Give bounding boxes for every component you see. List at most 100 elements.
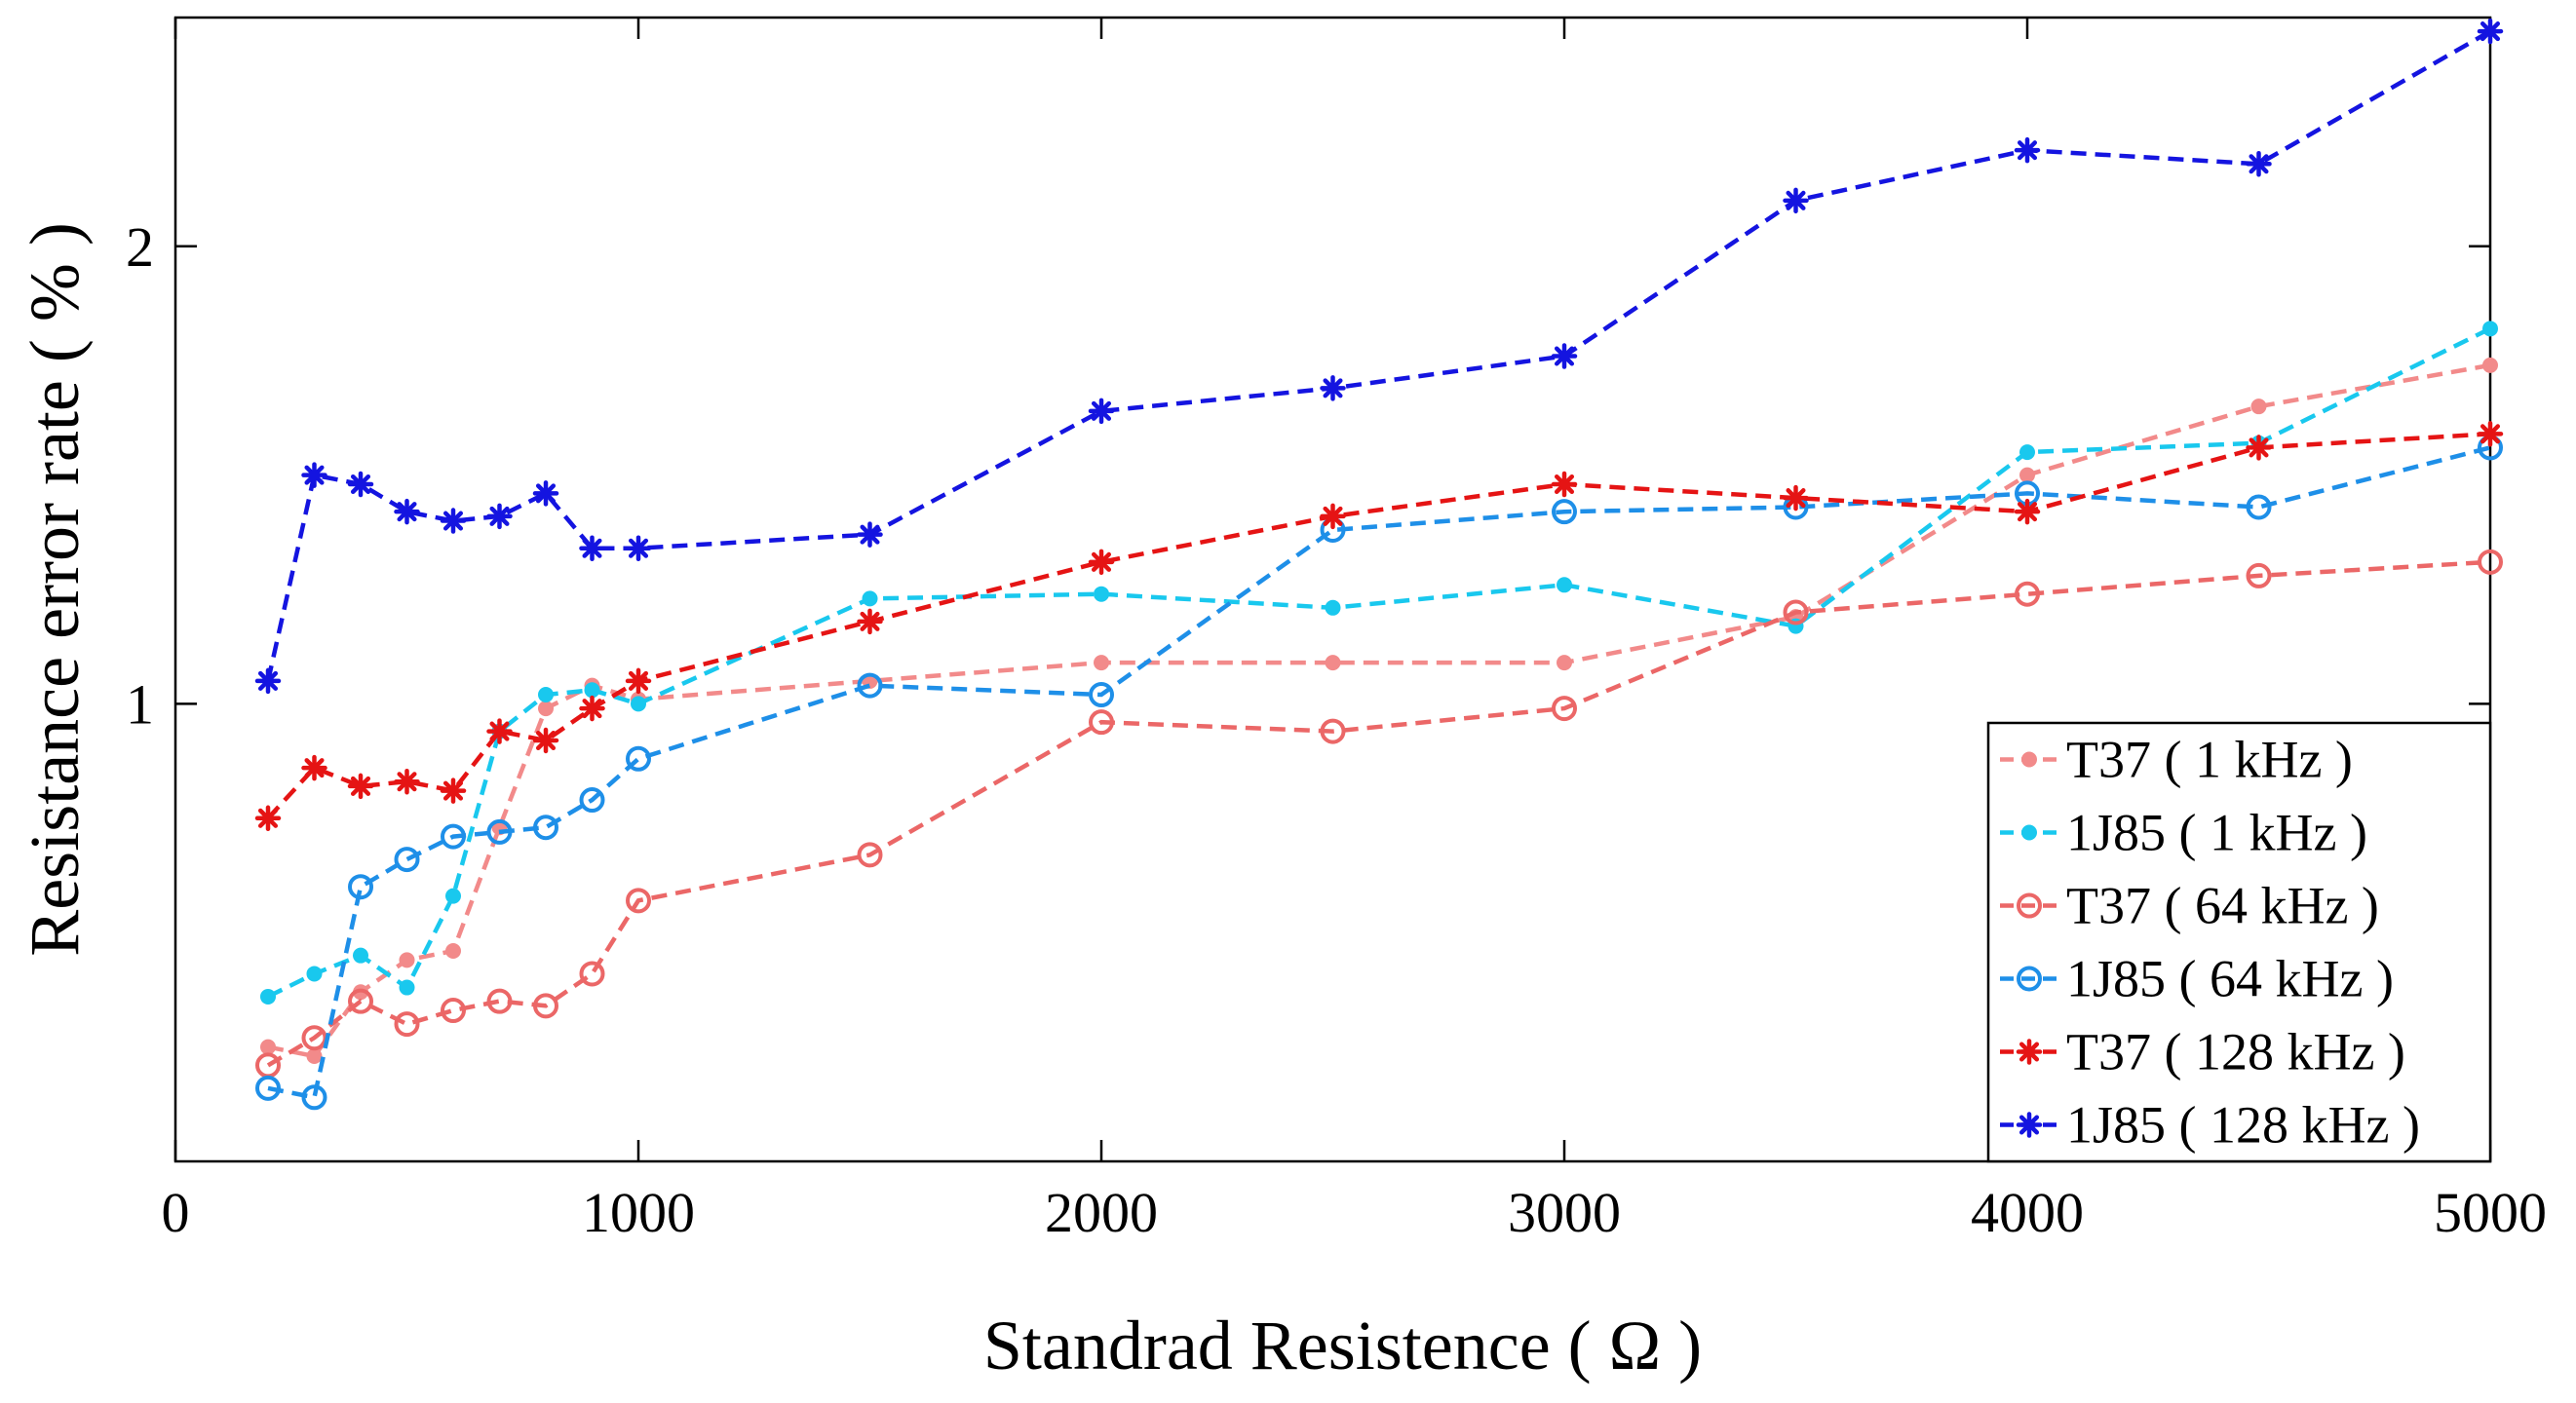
legend-label: 1J85 ( 64 kHz ) <box>2066 950 2394 1008</box>
data-point <box>347 471 374 498</box>
data-point <box>254 667 282 695</box>
data-point <box>857 842 883 868</box>
data-point <box>301 1025 327 1051</box>
legend-entry: 1J85 ( 1 kHz ) <box>2000 804 2367 862</box>
x-tick-label: 5000 <box>2434 1181 2547 1244</box>
data-point <box>579 787 605 814</box>
data-point <box>2477 18 2504 45</box>
data-point <box>1552 499 1577 525</box>
data-point <box>260 988 276 1005</box>
data-point <box>394 498 420 525</box>
data-point <box>394 847 420 873</box>
data-point <box>626 745 651 772</box>
series-line <box>267 445 2491 1100</box>
data-point <box>1783 599 1809 626</box>
x-tick-label: 1000 <box>582 1181 695 1244</box>
legend-label: T37 ( 1 kHz ) <box>2066 731 2353 789</box>
data-point <box>486 503 513 530</box>
data-point <box>631 696 646 712</box>
data-point <box>626 888 651 914</box>
legend: T37 ( 1 kHz ) 1J85 ( 1 kHz ) T37 ( 64 kHz … <box>1986 721 2492 1163</box>
data-point <box>857 521 883 548</box>
data-point <box>1325 655 1341 671</box>
legend-entry: T37 ( 128 kHz ) <box>2000 1023 2405 1081</box>
data-point <box>862 590 878 607</box>
data-point <box>1320 503 1346 530</box>
data-point <box>2014 136 2041 164</box>
data-point <box>538 701 554 717</box>
legend-entry: 1J85 ( 64 kHz ) <box>2000 950 2394 1008</box>
data-point <box>440 777 467 804</box>
data-point <box>486 818 513 845</box>
series-6 <box>254 18 2504 695</box>
data-point <box>441 823 466 850</box>
data-point <box>301 1084 327 1111</box>
y-tick-label: 2 <box>126 215 154 279</box>
data-point <box>306 966 323 982</box>
data-point <box>441 998 466 1024</box>
data-point <box>394 768 420 795</box>
series-2 <box>260 321 2498 1005</box>
series-line <box>266 559 2491 1068</box>
legend-entry: T37 ( 1 kHz ) <box>2000 731 2353 789</box>
series-3 <box>255 549 2503 1079</box>
data-point <box>1557 655 1572 671</box>
data-point <box>579 535 605 561</box>
data-point <box>254 805 282 832</box>
data-point <box>486 718 513 744</box>
legend-label: T37 ( 64 kHz ) <box>2066 877 2379 935</box>
x-tick-label: 2000 <box>1045 1181 1158 1244</box>
data-point <box>1783 187 1809 214</box>
data-point <box>2478 549 2503 575</box>
data-point <box>301 754 327 781</box>
data-point <box>2246 435 2272 461</box>
data-point <box>1088 549 1115 576</box>
data-point <box>533 815 558 841</box>
legend-box <box>1986 721 2492 1163</box>
data-point <box>399 979 415 996</box>
legend-entry: 1J85 ( 128 kHz ) <box>2000 1096 2420 1155</box>
data-point <box>1552 696 1577 722</box>
data-point <box>348 988 373 1014</box>
data-point <box>1088 398 1115 425</box>
data-point <box>1320 375 1346 401</box>
data-point <box>857 608 883 635</box>
data-point <box>1094 655 1109 671</box>
data-point <box>353 947 368 964</box>
data-point <box>2246 151 2272 177</box>
data-point <box>1089 682 1114 708</box>
data-point <box>255 1075 281 1101</box>
data-point <box>579 961 605 987</box>
series-5 <box>254 421 2504 832</box>
data-point <box>625 535 652 561</box>
data-point <box>486 988 513 1014</box>
data-point <box>2246 494 2272 520</box>
data-point <box>2019 444 2035 461</box>
data-point <box>2250 398 2267 415</box>
legend-swatch-marker <box>2017 892 2042 919</box>
data-point <box>2014 498 2041 525</box>
legend-swatch-marker <box>2016 1112 2043 1138</box>
data-point <box>532 480 559 507</box>
axes: 0 1000 2000 3000 4000 5000 1 2 Standrad Resisten… <box>16 16 2547 1384</box>
data-point <box>2019 467 2035 483</box>
x-tick-label: 0 <box>162 1181 190 1244</box>
data-point <box>347 773 374 800</box>
data-point <box>584 682 600 699</box>
legend-swatch-marker <box>2021 824 2037 841</box>
x-tick-label: 4000 <box>1971 1181 2084 1244</box>
legend-label: 1J85 ( 1 kHz ) <box>2066 804 2367 862</box>
series-group <box>254 18 2504 1111</box>
data-point <box>538 687 554 703</box>
y-tick-label: 1 <box>126 672 154 736</box>
data-point <box>579 695 605 722</box>
data-point <box>306 1047 323 1064</box>
legend-swatch-marker <box>2017 966 2042 992</box>
x-axis-title: Standrad Resistence ( Ω ) <box>983 1307 1702 1384</box>
data-point <box>1094 586 1109 602</box>
legend-label: 1J85 ( 128 kHz ) <box>2066 1096 2420 1155</box>
data-point <box>2482 357 2498 373</box>
data-point <box>440 508 467 534</box>
